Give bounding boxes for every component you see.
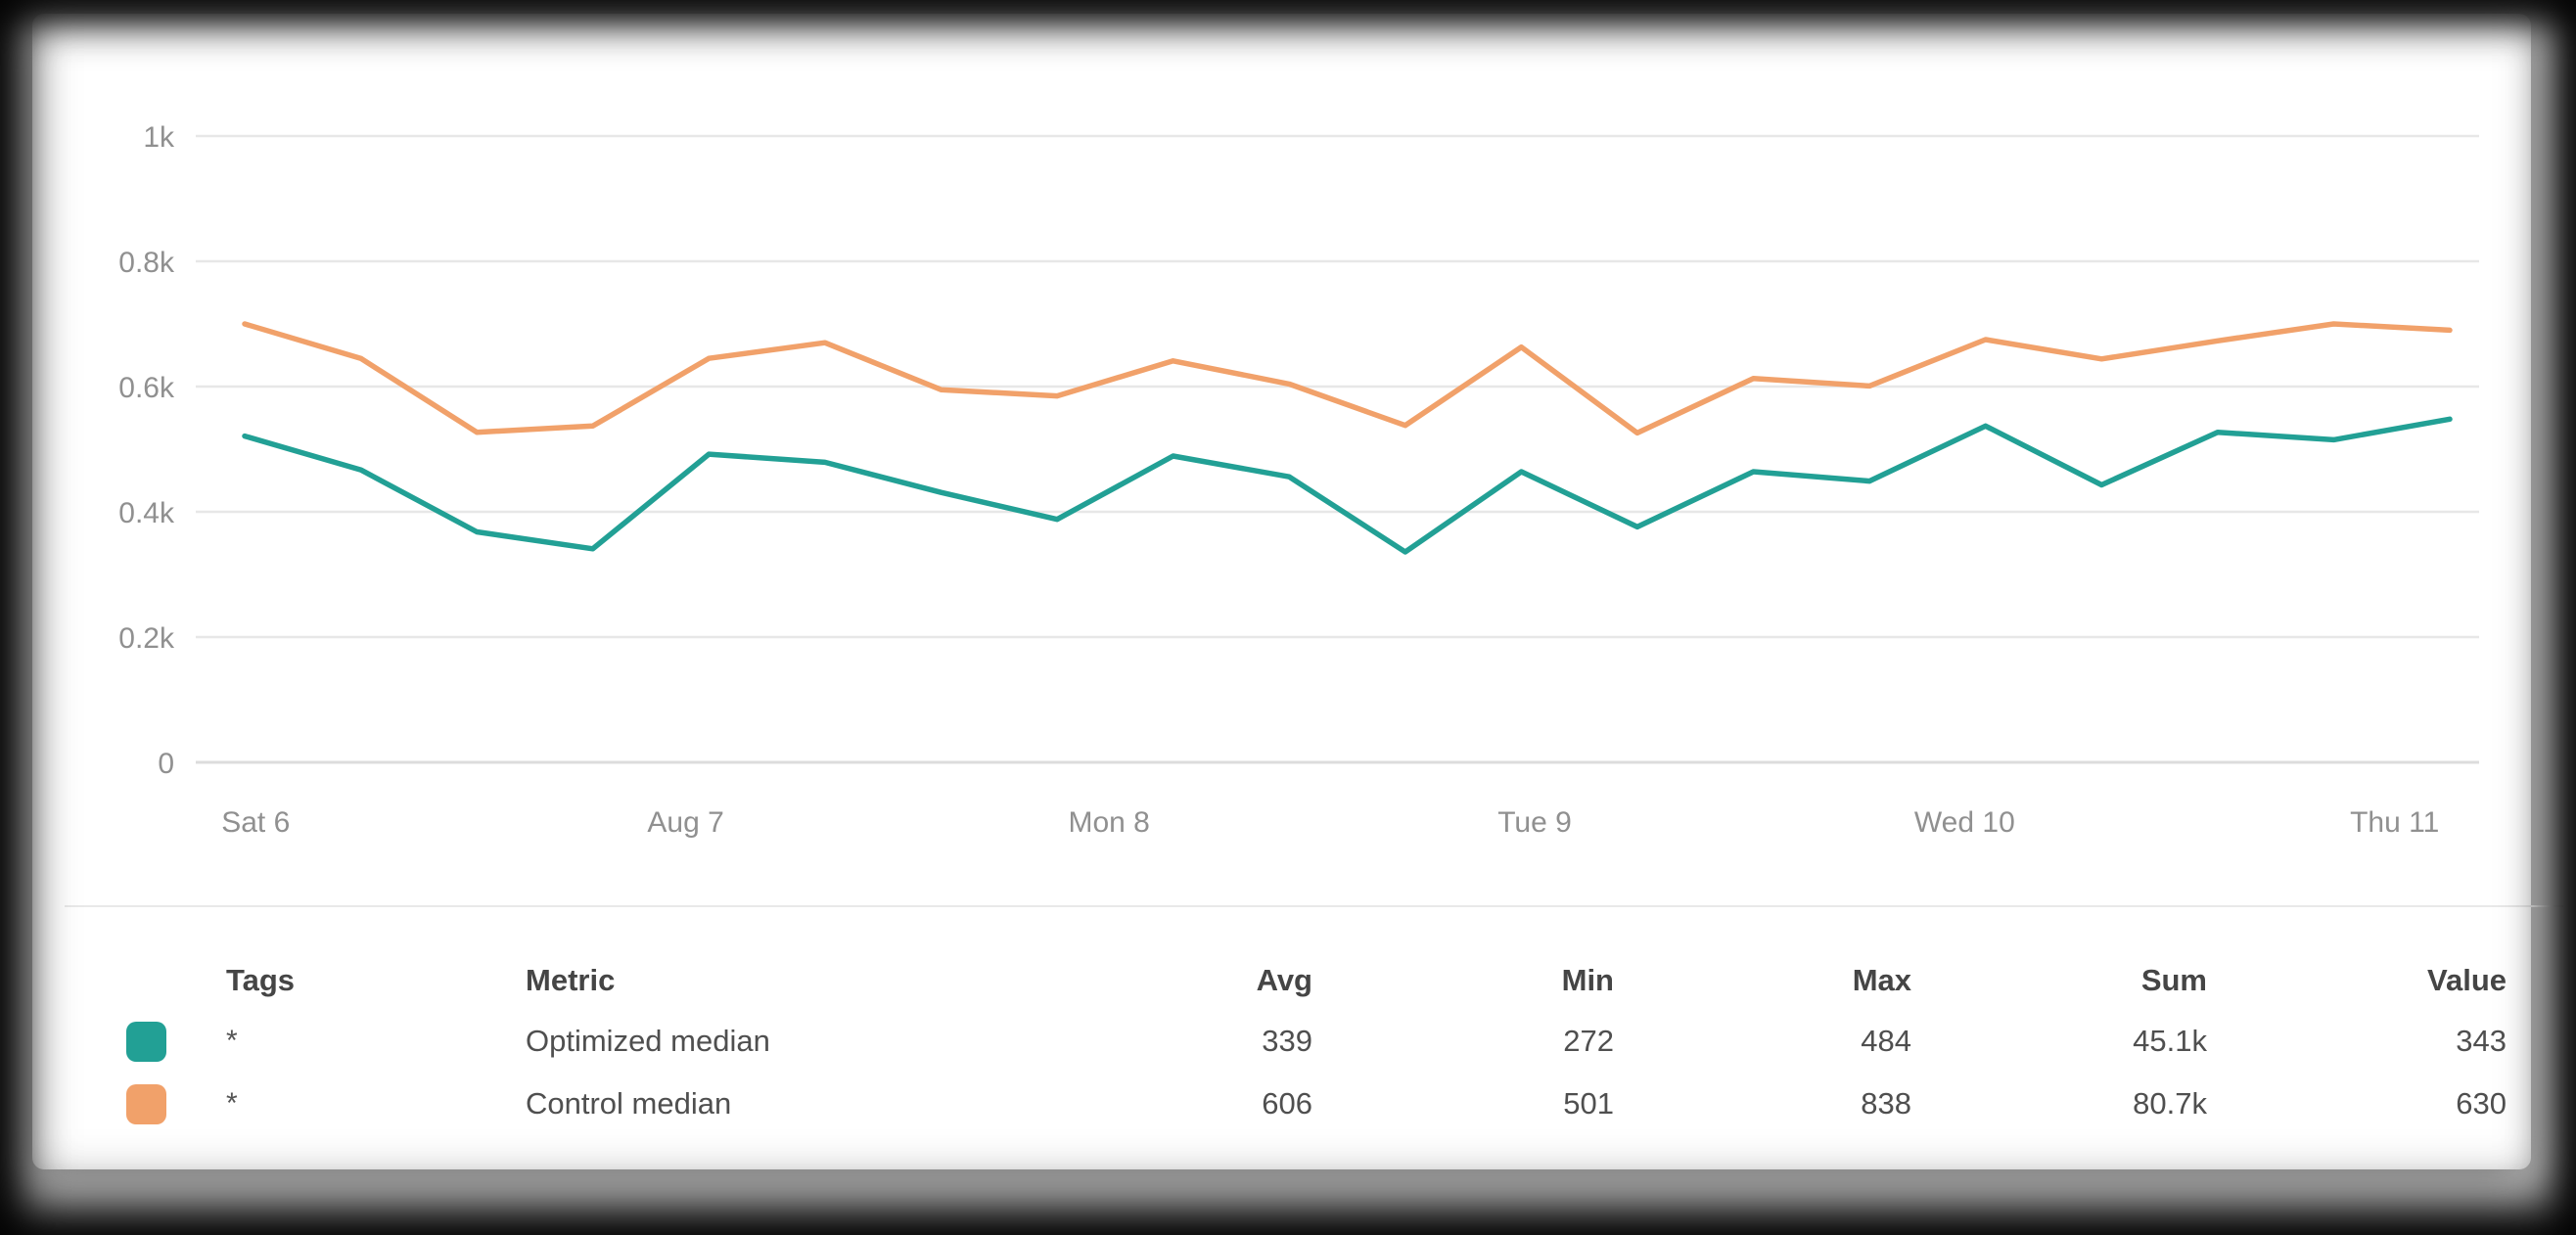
x-axis-tick-label: Wed 10 <box>1914 806 2015 839</box>
y-axis-tick-label: 0.2k <box>118 622 175 655</box>
legend-value: 343 <box>2456 1024 2507 1058</box>
legend-metric-name: Optimized median <box>526 1024 770 1058</box>
timeseries-widget-card: Tags Metric Avg Min Max Sum Value * Opti… <box>32 14 2563 1169</box>
series-swatch-optimized[interactable] <box>126 1021 166 1062</box>
y-axis-tick-label: 1k <box>143 121 175 154</box>
x-axis-tick-label: Thu 11 <box>2350 806 2439 839</box>
legend-sum: 45.1k <box>2133 1024 2207 1058</box>
series-swatch-control[interactable] <box>126 1083 166 1124</box>
legend-header-sum: Sum <box>2140 963 2207 997</box>
legend-header-tags: Tags <box>226 963 296 997</box>
y-axis-tick-label: 0.8k <box>118 247 175 279</box>
legend-metric-name: Control median <box>526 1086 732 1121</box>
y-axis-tick-label: 0 <box>158 748 174 780</box>
legend-header-metric: Metric <box>526 963 616 997</box>
optimized-median-line[interactable] <box>242 416 2453 555</box>
legend-header-max: Max <box>1852 963 1911 997</box>
legend-row-optimized-median[interactable]: * Optimized median 339 272 484 45.1k 343 <box>65 1010 2507 1073</box>
y-axis-tick-label: 0.6k <box>118 372 175 404</box>
legend-max: 484 <box>1861 1024 1911 1058</box>
chart-legend-divider <box>65 905 2563 907</box>
legend-header-avg: Avg <box>1256 963 1312 997</box>
legend-min: 272 <box>1563 1024 1614 1058</box>
legend-tags: * <box>226 1025 238 1057</box>
legend-header-value: Value <box>2427 963 2507 997</box>
legend-header-row: Tags Metric Avg Min Max Sum Value <box>65 951 2507 1010</box>
legend-table: Tags Metric Avg Min Max Sum Value * Opti… <box>65 906 2563 1135</box>
legend-min: 501 <box>1563 1086 1614 1121</box>
y-axis-tick-label: 0.4k <box>118 497 175 529</box>
x-axis-tick-label: Mon 8 <box>1068 806 1149 839</box>
legend-tags: * <box>226 1087 238 1120</box>
legend-avg: 339 <box>1262 1024 1312 1058</box>
legend-row-control-median[interactable]: * Control median 606 501 838 80.7k 630 <box>65 1073 2507 1135</box>
control-median-line[interactable] <box>242 321 2453 436</box>
legend-header-min: Min <box>1561 963 1614 997</box>
legend-max: 838 <box>1861 1086 1911 1121</box>
legend-value: 630 <box>2456 1086 2507 1121</box>
legend-sum: 80.7k <box>2133 1086 2207 1121</box>
x-axis-tick-label: Sat 6 <box>221 806 290 839</box>
legend-avg: 606 <box>1262 1086 1312 1121</box>
x-axis-tick-label: Aug 7 <box>647 806 723 839</box>
x-axis-tick-label: Tue 9 <box>1497 806 1572 839</box>
